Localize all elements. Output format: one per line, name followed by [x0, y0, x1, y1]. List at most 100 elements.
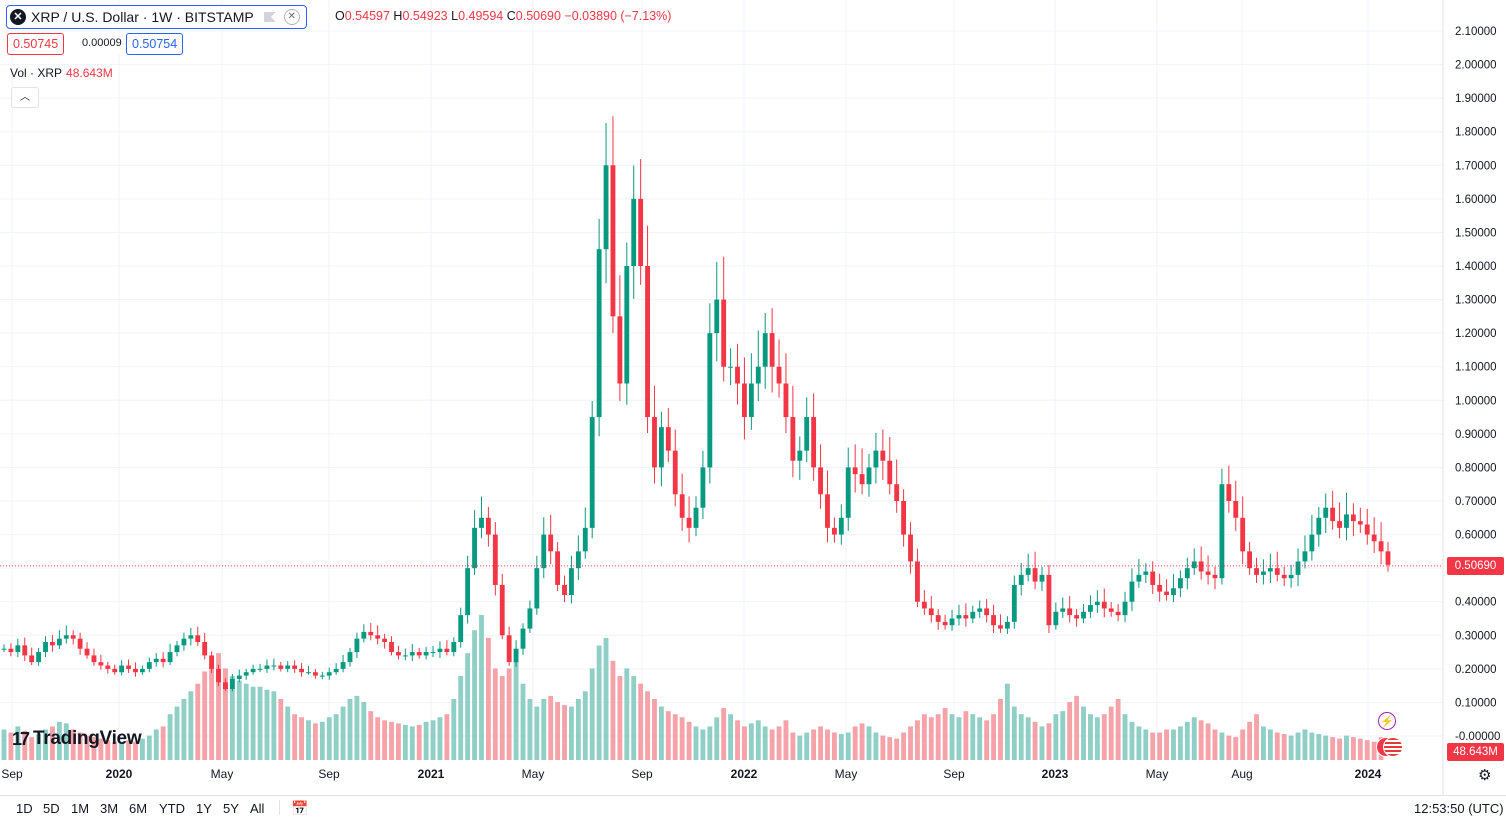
candle-body [472, 527, 477, 569]
volume-bar [735, 720, 740, 760]
volume-bar [769, 729, 775, 760]
volume-bar [825, 729, 830, 760]
candle-body [1323, 507, 1329, 518]
candle-body [229, 678, 235, 689]
lightning-icon[interactable]: ⚡ [1378, 712, 1396, 730]
candle-body [596, 249, 602, 418]
volume-bar [748, 723, 754, 760]
range-1y-button[interactable]: 1Y [196, 801, 212, 816]
candle-body [721, 299, 727, 367]
volume-bar [797, 735, 803, 760]
range-1m-button[interactable]: 1M [71, 801, 90, 816]
volume-bar [333, 714, 339, 760]
candle-body [119, 665, 125, 673]
candle-body [1004, 621, 1010, 629]
volume-bar [880, 735, 886, 760]
volume-bar [361, 702, 367, 760]
candle-body [1122, 601, 1128, 616]
volume-bar [1212, 729, 1218, 760]
candle-body [1101, 601, 1107, 609]
volume-bar [1171, 729, 1176, 760]
candle-body [375, 635, 381, 639]
volume-bar [98, 738, 104, 760]
price-tick-label: 1.60000 [1455, 194, 1497, 206]
volume-bar [444, 714, 450, 760]
volume-bar [686, 721, 692, 760]
volume-bar [1039, 726, 1045, 760]
volume-bar [1267, 729, 1273, 760]
range-5d-button[interactable]: 5D [43, 801, 60, 816]
volume-bar [949, 714, 955, 760]
candle-body [319, 675, 325, 677]
candle-body [638, 198, 644, 266]
volume-bar [1088, 714, 1093, 760]
time-tick-label: Aug [1231, 767, 1252, 781]
volume-bar [8, 732, 14, 760]
range-3m-button[interactable]: 3M [100, 801, 119, 816]
close-icon[interactable]: ✕ [283, 9, 300, 25]
volume-bar [984, 720, 990, 760]
volume-bar [527, 698, 533, 760]
candle-body [852, 467, 858, 475]
range-6m-button[interactable]: 6M [129, 801, 148, 816]
range-5y-button[interactable]: 5Y [223, 801, 239, 816]
price-tick-label: 0.80000 [1455, 462, 1497, 474]
range-all-button[interactable]: All [250, 801, 265, 816]
volume-bar [195, 683, 201, 760]
candle-body [762, 333, 768, 367]
clock[interactable]: 12:53:50 (UTC) [1414, 801, 1504, 816]
candle-body [409, 652, 415, 656]
volume-bar [693, 726, 699, 760]
candle-body [1039, 574, 1045, 582]
volume-bar [838, 734, 844, 760]
collapse-legend-button[interactable]: ︿ [11, 87, 39, 108]
candle-body [790, 417, 796, 461]
volume-bar [624, 668, 630, 760]
candle-body [1136, 574, 1142, 582]
candle-body [679, 494, 685, 518]
candle-body [1254, 568, 1259, 575]
symbol-header[interactable]: ✕ XRP / U.S. Dollar · 1W · BITSTAMP ✕ [6, 5, 307, 29]
candle-body [146, 662, 152, 669]
tradingview-logo[interactable]: 17 TradingView [12, 728, 142, 750]
volume-bar [319, 721, 325, 760]
volume-bar [43, 729, 48, 760]
range-1d-button[interactable]: 1D [16, 801, 33, 816]
price-tick-label: 1.30000 [1455, 295, 1497, 307]
price-tick-label: 1.00000 [1455, 395, 1497, 407]
volume-label: Vol · XRP [10, 66, 63, 80]
candle-body [1226, 484, 1232, 501]
economic-events-icon[interactable] [1376, 737, 1403, 757]
volume-bar [831, 732, 837, 760]
candle-body [1067, 608, 1073, 616]
price-tick-label: 1.20000 [1455, 328, 1497, 340]
candle-body [416, 652, 422, 656]
volume-bar [998, 698, 1003, 760]
volume-bar [700, 729, 706, 760]
ohlc-readout: O0.54597 H0.54923 L0.49594 C0.50690 −0.0… [335, 9, 672, 23]
flag-icon[interactable] [263, 12, 276, 22]
candle-body [963, 615, 969, 619]
buy-price-button[interactable]: 0.50754 [126, 33, 184, 55]
candle-body [804, 417, 810, 451]
candle-body [527, 608, 533, 629]
sell-price-button[interactable]: 0.50745 [7, 33, 65, 55]
time-tick-label: May [1146, 767, 1169, 781]
candle-body [485, 517, 491, 535]
volume-bar [63, 723, 69, 760]
candle-body [908, 534, 913, 562]
gear-icon[interactable]: ⚙ [1478, 767, 1492, 784]
volume-bar [1018, 714, 1024, 760]
candle-body [506, 635, 512, 663]
candle-body [112, 668, 118, 673]
candle-body [1337, 521, 1342, 528]
candle-body [444, 648, 450, 653]
candle-body [1053, 611, 1059, 626]
price-chart[interactable]: 2.10000 2.00000 1.90000 1.80000 1.70000 1.600… [0, 0, 1506, 795]
volume-bar [1157, 732, 1163, 760]
volume-legend[interactable]: Vol · XRP 48.643M [10, 66, 113, 80]
candle-body [70, 635, 76, 639]
candle-body [970, 611, 976, 619]
calendar-icon[interactable]: 📅 [291, 800, 309, 816]
range-ytd-button[interactable]: YTD [159, 801, 185, 816]
